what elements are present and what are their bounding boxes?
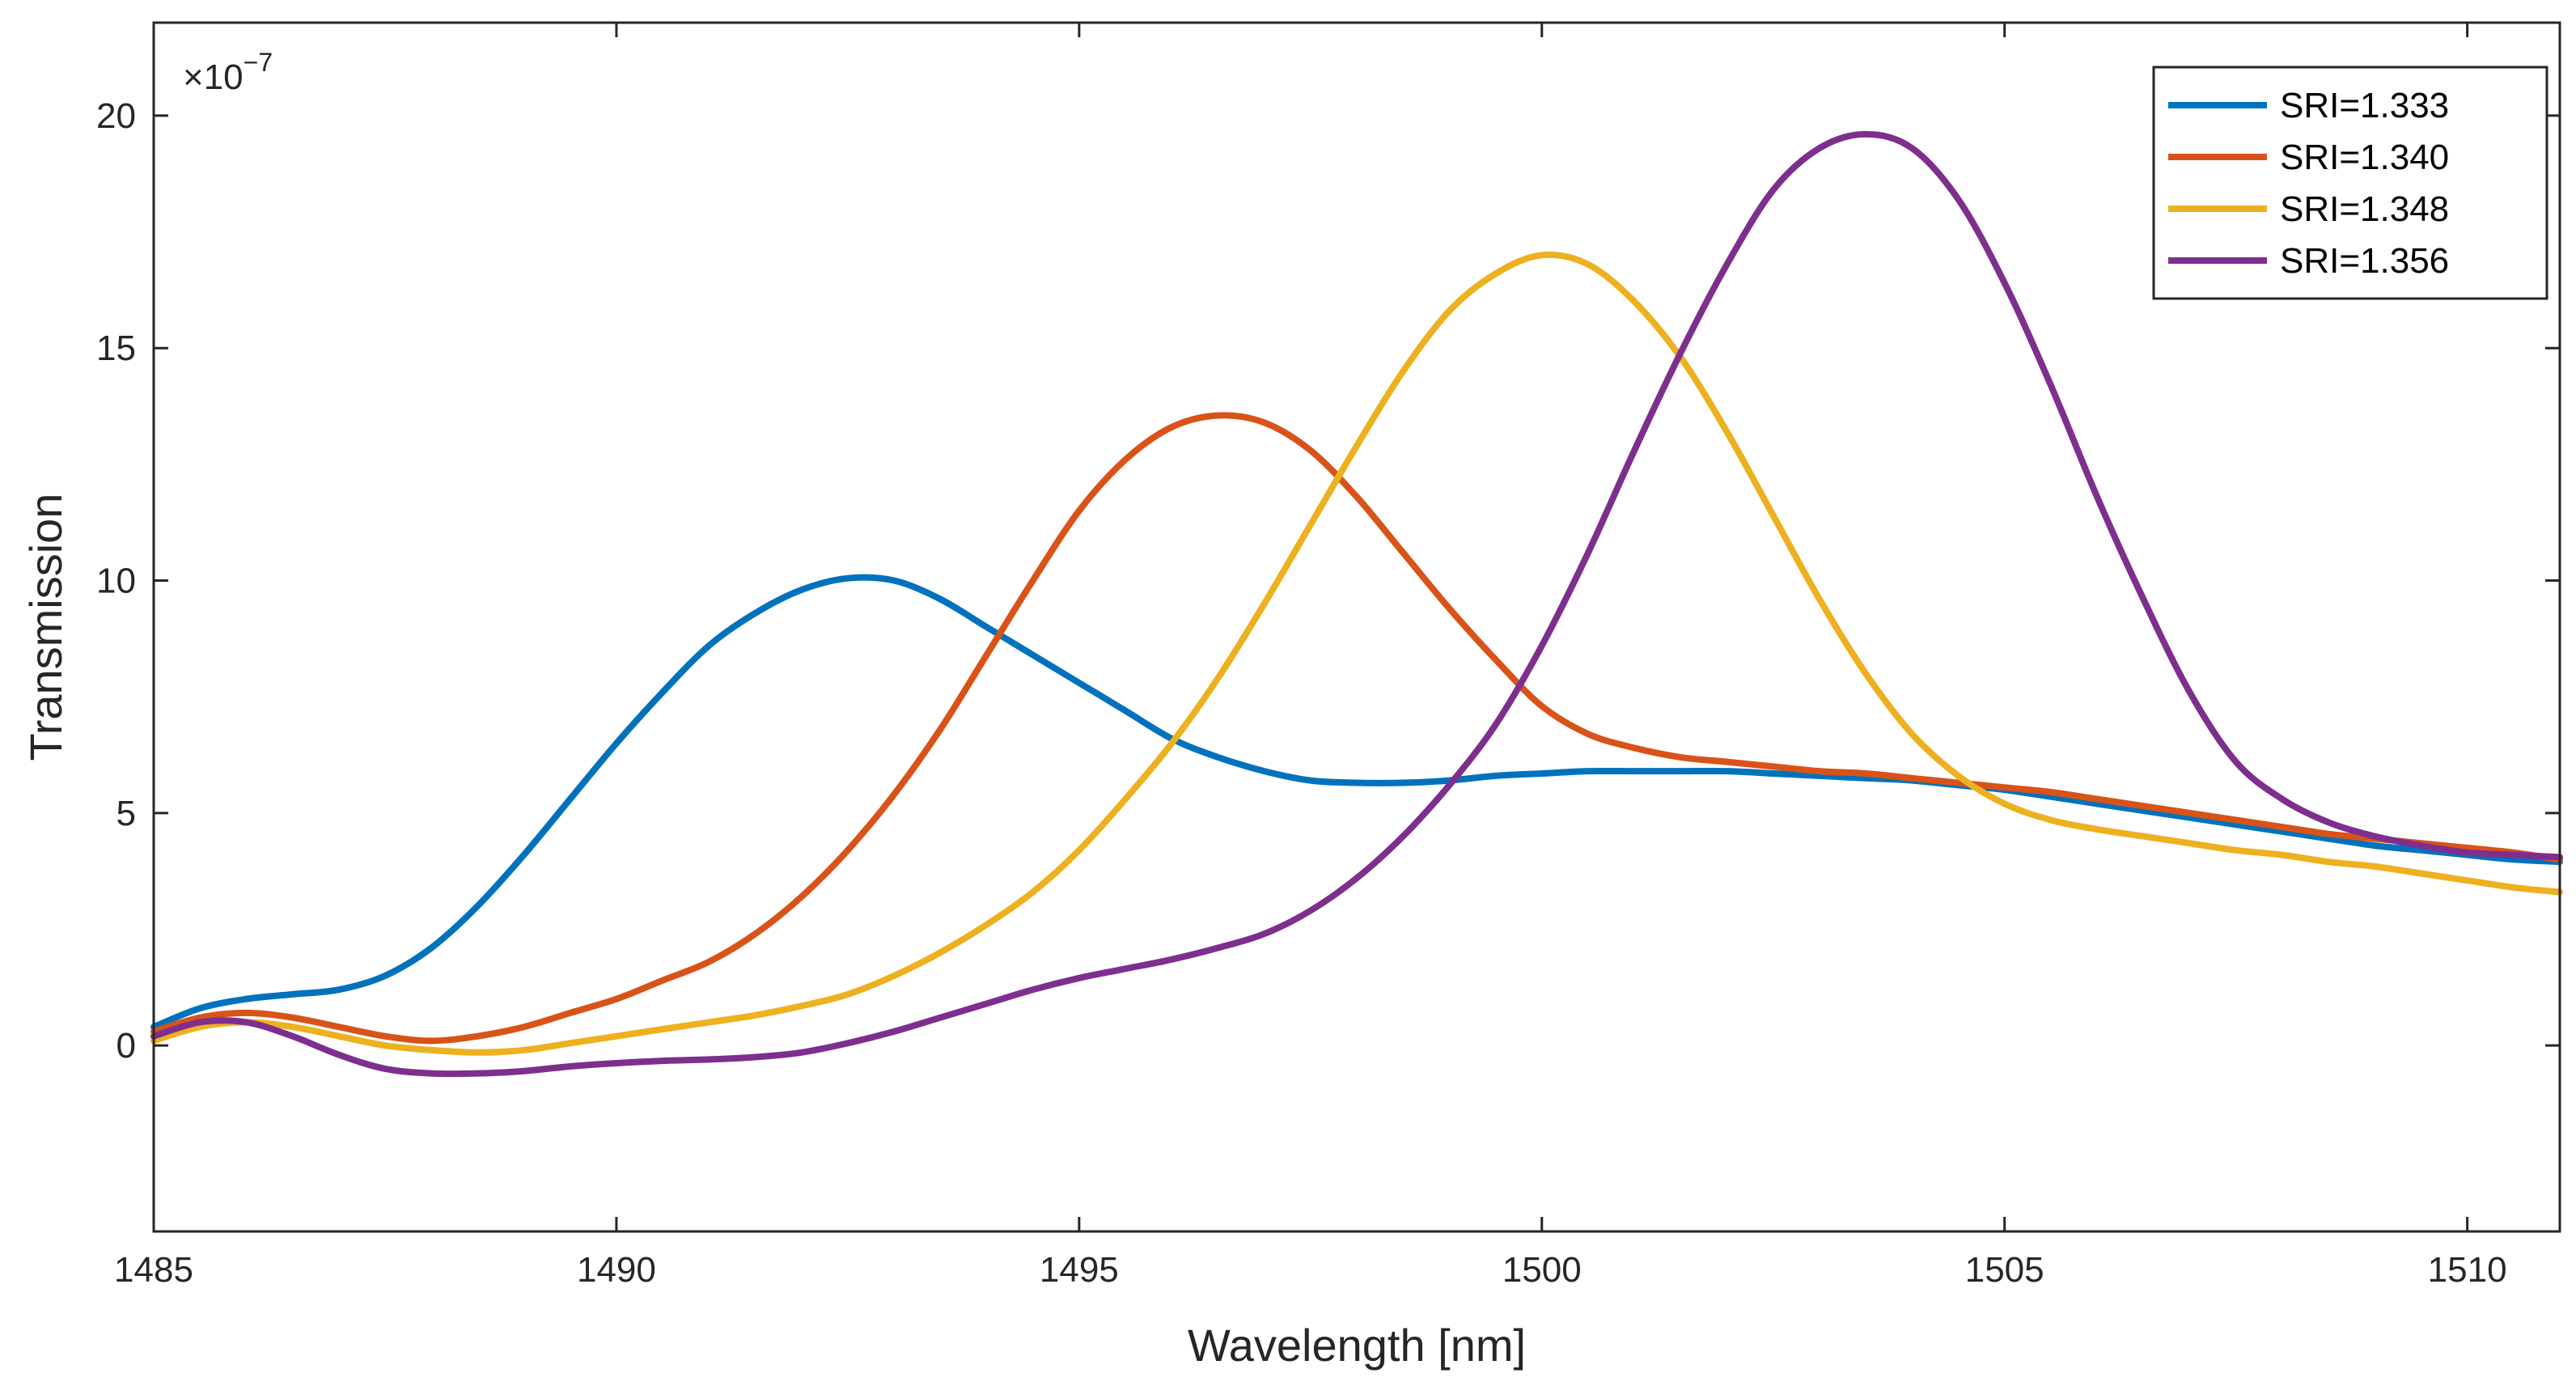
y-tick-label: 10 [96, 562, 136, 601]
y-exponent-label: ×10−7 [183, 48, 273, 97]
series-line-3 [150, 251, 2563, 1056]
series-line-1 [150, 574, 2563, 1031]
y-tick-label: 15 [96, 328, 136, 368]
x-tick-label: 1505 [1965, 1250, 2044, 1290]
legend-label: SRI=1.356 [2280, 241, 2449, 281]
series-line-2 [150, 412, 2563, 1045]
y-tick-label: 0 [117, 1026, 136, 1066]
plot-lines [150, 130, 2563, 1078]
legend-label: SRI=1.348 [2280, 189, 2449, 229]
y-tick-label: 20 [96, 96, 136, 136]
x-tick-label: 1485 [114, 1250, 193, 1290]
exponent-power: −7 [244, 48, 273, 77]
legend: SRI=1.333 SRI=1.340 SRI=1.348 SRI=1.356 [2152, 66, 2548, 300]
axis-ticks [152, 23, 2560, 1231]
x-tick-label: 1500 [1502, 1250, 1582, 1290]
x-tick-label: 1495 [1040, 1250, 1119, 1290]
x-axis-label: Wavelength [nm] [1188, 1320, 1526, 1371]
y-tick-label: 5 [117, 794, 136, 833]
legend-label: SRI=1.340 [2280, 138, 2449, 177]
x-tick-label: 1510 [2428, 1250, 2507, 1290]
exponent-base: ×10 [183, 57, 244, 97]
tick-labels: 1485 1490 1495 1500 1505 1510 0 5 10 15 20 [96, 96, 2507, 1290]
series-line-4 [150, 130, 2563, 1078]
y-axis-label: Transmission [20, 494, 71, 761]
x-tick-label: 1490 [577, 1250, 656, 1290]
plot-frame [152, 21, 2561, 1233]
legend-label: SRI=1.333 [2280, 86, 2449, 125]
